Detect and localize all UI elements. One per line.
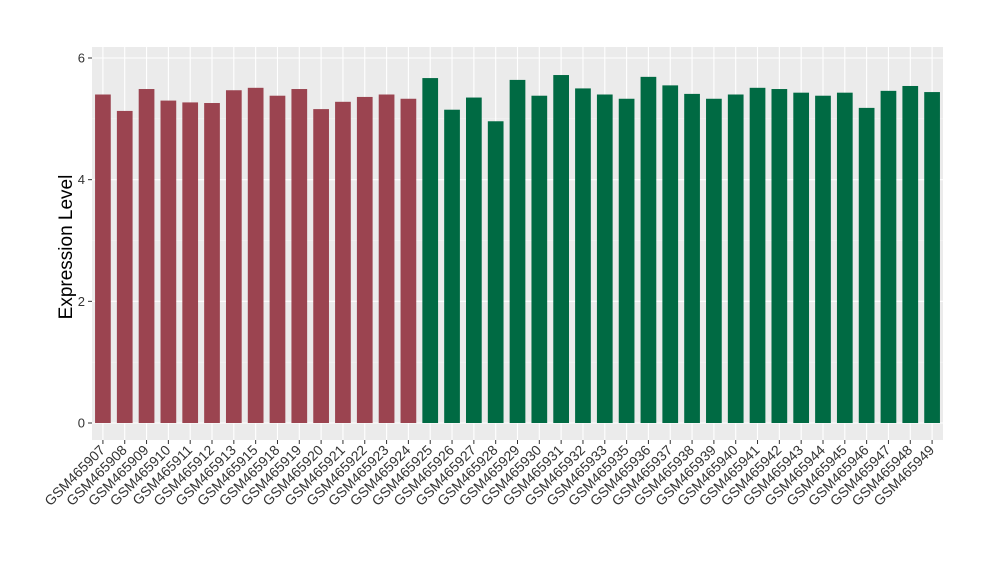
bar-GSM465909 — [138, 89, 155, 424]
bar-GSM465937 — [662, 85, 679, 423]
bar-GSM465929 — [509, 79, 526, 424]
bar-GSM465949 — [924, 92, 940, 424]
bar-GSM465932 — [575, 88, 591, 424]
x-axis: GSM465907GSM465908GSM465909GSM465910GSM4… — [41, 440, 937, 509]
bar-GSM465912 — [204, 103, 220, 424]
y-tick-label: 4 — [78, 172, 85, 187]
bar-GSM465925 — [422, 78, 439, 423]
bar-GSM465911 — [182, 102, 199, 424]
bar-GSM465922 — [356, 96, 373, 423]
bar-GSM465942 — [771, 89, 788, 424]
y-tick-label: 6 — [78, 51, 85, 66]
bar-GSM465930 — [531, 95, 548, 423]
bar-GSM465921 — [335, 101, 351, 424]
bar-GSM465939 — [706, 98, 722, 423]
bar-GSM465907 — [95, 94, 111, 423]
bar-GSM465924 — [400, 98, 417, 423]
bar-GSM465910 — [160, 100, 177, 423]
bar-GSM465948 — [902, 85, 919, 423]
bars — [95, 75, 940, 424]
bar-GSM465947 — [880, 90, 897, 423]
bar-GSM465945 — [836, 92, 853, 424]
bar-GSM465946 — [858, 107, 875, 423]
bar-GSM465938 — [684, 93, 700, 424]
bar-GSM465919 — [291, 89, 308, 424]
bar-GSM465915 — [247, 87, 264, 423]
bar-GSM465927 — [466, 97, 482, 424]
bar-GSM465941 — [749, 87, 766, 423]
bar-GSM465936 — [640, 76, 657, 423]
y-tick-label: 0 — [78, 416, 85, 431]
y-tick-label: 2 — [78, 294, 85, 309]
bar-GSM465928 — [487, 121, 504, 424]
bar-GSM465943 — [793, 92, 810, 424]
bar-GSM465923 — [378, 94, 395, 423]
bar-GSM465913 — [225, 90, 242, 423]
bar-GSM465940 — [727, 94, 744, 423]
bar-GSM465933 — [596, 94, 613, 423]
bar-GSM465931 — [553, 75, 569, 424]
bar-GSM465926 — [444, 109, 460, 423]
y-axis-title: Expression Level — [56, 175, 77, 320]
y-axis: 0 2 4 6 — [78, 51, 92, 431]
bar-GSM465920 — [313, 109, 329, 423]
bar-GSM465944 — [815, 95, 831, 423]
bar-GSM465908 — [116, 110, 133, 424]
bar-GSM465918 — [269, 95, 286, 423]
bar-GSM465935 — [618, 98, 635, 423]
